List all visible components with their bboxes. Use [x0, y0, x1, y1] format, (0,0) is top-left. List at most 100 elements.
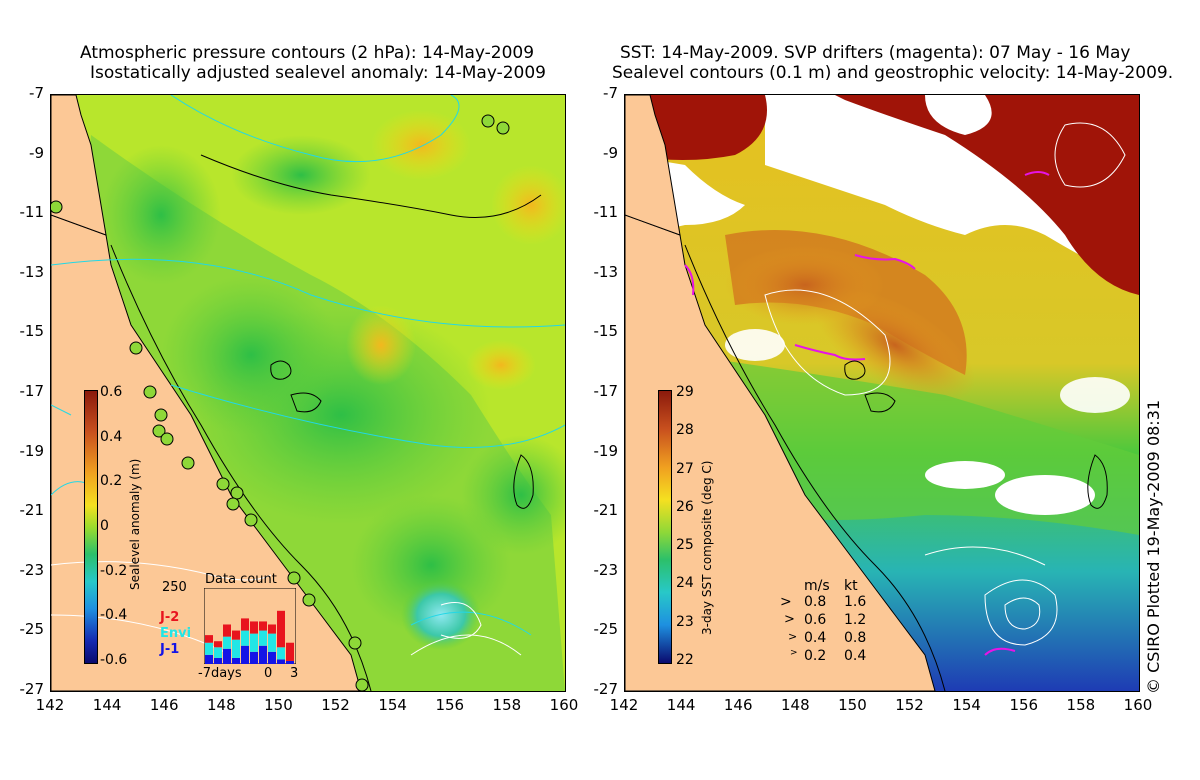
y-tick-label: -15	[593, 322, 619, 341]
y-tick-label: -21	[19, 501, 45, 520]
x-tick-label: 156	[435, 696, 465, 714]
right-title-line2: Sealevel contours (0.1 m) and geostrophi…	[612, 63, 1174, 83]
velocity-unit-ms: m/s	[804, 578, 830, 594]
y-tick-label: -17	[593, 382, 619, 400]
data-count-bar-j2	[286, 642, 294, 661]
data-count-bar-j1	[205, 654, 213, 664]
y-tick-label: -27	[593, 680, 619, 698]
data-count-bar-j1	[223, 648, 231, 664]
data-count-bar-j1	[286, 660, 294, 664]
x-tick-label: 154	[952, 696, 981, 714]
data-count-bar-j1	[277, 659, 285, 664]
colorbar-tick-label: 23	[676, 613, 694, 630]
y-tick-label: -9	[603, 143, 618, 162]
y-tick-label: -25	[19, 620, 45, 639]
velocity-row-kt: 1.2	[844, 612, 867, 628]
colorbar-tick-label: 26	[676, 498, 694, 515]
y-tick-label: -11	[19, 203, 45, 222]
data-count-bar-j2	[268, 624, 276, 634]
colorbar-tick-label: 0.2	[100, 473, 123, 490]
data-count-bar-j1	[268, 651, 276, 664]
data-count-bar-envi	[205, 642, 213, 655]
x-tick-label: 158	[1066, 696, 1096, 714]
colorbar-tick-label: 0.6	[100, 384, 123, 400]
colorbar-tick-label: 24	[676, 575, 694, 592]
colorbar-tick-label: 29	[676, 384, 694, 400]
data-count-bar-j2	[259, 621, 267, 631]
x-tick-label: 158	[492, 696, 522, 714]
data-count-bar-j1	[232, 657, 240, 664]
data-count-ymax: 250	[162, 580, 187, 595]
arrow-icon: >	[780, 594, 792, 610]
x-tick-label: 150	[264, 696, 293, 714]
data-count-bar-envi	[259, 630, 267, 646]
data-count-bar-envi	[268, 633, 276, 652]
sealevel-colorbar	[84, 390, 98, 664]
y-tick-label: -11	[593, 203, 619, 222]
velocity-row-ms: 0.8	[804, 594, 827, 610]
data-count-bar-j1	[241, 645, 249, 664]
data-count-bar-envi	[214, 647, 222, 658]
y-tick-label: -19	[593, 441, 619, 460]
x-tick-label: 144	[92, 696, 122, 714]
velocity-row-ms: 0.6	[804, 612, 827, 628]
colorbar-tick-label: 28	[676, 422, 694, 439]
data-count-bar-envi	[223, 636, 231, 649]
data-count-xlabel-end: 3	[290, 666, 299, 681]
y-tick-label: -17	[19, 382, 45, 400]
y-tick-label: -9	[29, 143, 44, 162]
y-tick-label: -7	[29, 84, 44, 102]
x-tick-label: 160	[1123, 696, 1153, 714]
left-title-line2: Isostatically adjusted sealevel anomaly:…	[90, 63, 546, 83]
legend-j2: J-2	[160, 610, 180, 625]
data-count-bar-j1	[214, 657, 222, 664]
velocity-row-kt: 0.4	[844, 648, 867, 664]
data-count-bar-j2	[223, 624, 231, 637]
y-tick-label: -19	[19, 441, 45, 460]
velocity-unit-kt: kt	[844, 578, 858, 594]
x-tick-label: 152	[895, 696, 924, 714]
y-tick-label: -21	[593, 501, 619, 520]
data-count-bars	[204, 588, 296, 664]
data-count-bar-j2	[250, 621, 258, 634]
y-tick-label: -15	[19, 322, 45, 341]
colorbar-tick-label: 25	[676, 537, 694, 554]
velocity-row-kt: 1.6	[844, 594, 867, 610]
x-tick-label: 142	[35, 696, 65, 714]
arrow-icon: >	[788, 630, 798, 643]
data-count-bar-envi	[277, 647, 285, 660]
data-count-bar-j2	[232, 630, 240, 640]
sealevel-colorbar-label: Sealevel anomaly (m)	[128, 458, 142, 590]
data-count-xlabel-start: -7days	[198, 666, 242, 681]
y-tick-label: -13	[593, 262, 619, 281]
data-count-bar-j1	[250, 651, 258, 664]
sst-colorbar-label: 3-day SST composite (deg C)	[700, 460, 714, 635]
left-title-line1: Atmospheric pressure contours (2 hPa): 1…	[80, 43, 535, 63]
sst-colorbar	[658, 390, 672, 664]
data-count-bar-j1	[259, 645, 267, 664]
colorbar-tick-label: 27	[676, 460, 694, 477]
x-tick-label: 150	[838, 696, 867, 714]
colorbar-tick-label: 0.4	[100, 428, 123, 445]
data-count-inset: Data count 250 J-2 Envi J-1 -7days 0 3	[160, 570, 300, 690]
legend-j1: J-1	[160, 642, 180, 657]
arrow-icon: >	[784, 612, 795, 627]
y-tick-label: -23	[593, 560, 619, 579]
legend-envi: Envi	[160, 626, 192, 641]
data-count-xlabel-zero: 0	[264, 666, 273, 681]
colorbar-tick-label: 22	[676, 652, 694, 668]
x-tick-label: 156	[1009, 696, 1039, 714]
x-tick-label: 152	[321, 696, 350, 714]
y-tick-label: -25	[593, 620, 619, 639]
data-count-title: Data count	[205, 572, 277, 587]
data-count-bar-j2	[241, 618, 249, 631]
x-tick-label: 142	[609, 696, 639, 714]
y-tick-label: -23	[19, 560, 45, 579]
x-tick-label: 154	[378, 696, 407, 714]
arrow-icon: >	[790, 648, 798, 658]
colorbar-tick-label: 0	[100, 518, 109, 534]
colorbar-tick-label: -0.4	[100, 607, 128, 624]
data-count-bar-j2	[277, 610, 285, 648]
sealevel-anomaly-map	[50, 94, 566, 692]
velocity-row-kt: 0.8	[844, 630, 867, 646]
